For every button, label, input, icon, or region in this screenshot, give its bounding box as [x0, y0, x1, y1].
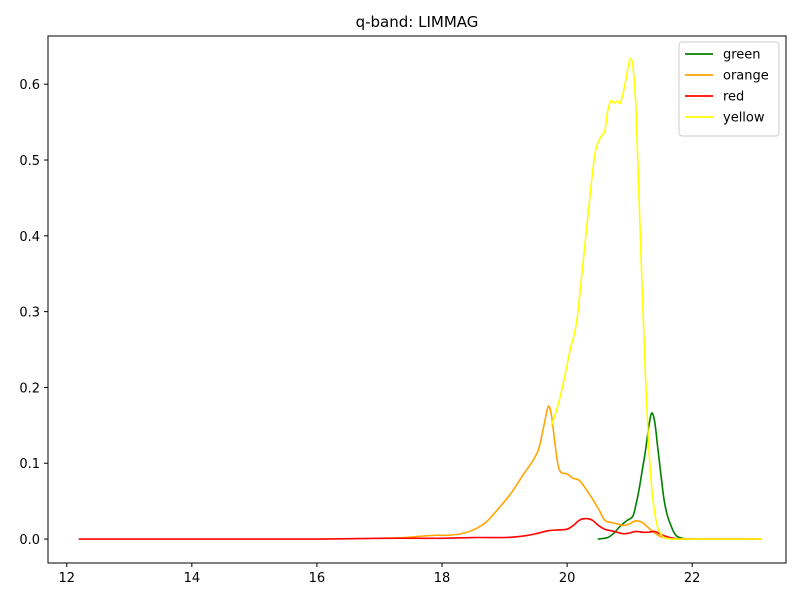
legend-label-red: red	[723, 90, 744, 105]
x-tick-label: 12	[58, 571, 75, 586]
x-tick-label: 22	[684, 571, 701, 586]
y-axis: 0.0 0.1 0.2 0.3 0.4 0.5 0.6	[19, 78, 48, 548]
y-tick-label: 0.2	[19, 381, 40, 396]
x-tick-label: 20	[559, 571, 576, 586]
legend-label-yellow: yellow	[723, 111, 765, 126]
x-axis: 12 14 16 18 20 22	[58, 563, 700, 586]
plot-lines	[78, 57, 762, 540]
chart-title: q-band: LIMMAG	[356, 13, 479, 31]
series-line-green	[597, 412, 693, 540]
series-line-orange	[378, 405, 693, 540]
series-line-yellow	[550, 57, 762, 540]
legend-label-green: green	[723, 48, 761, 63]
x-tick-label: 16	[309, 571, 326, 586]
x-tick-label: 18	[434, 571, 451, 586]
y-tick-label: 0.5	[19, 154, 40, 169]
legend-label-orange: orange	[723, 69, 769, 84]
y-tick-label: 0.3	[19, 306, 40, 321]
legend-box	[678, 41, 780, 137]
x-tick-label: 14	[184, 571, 201, 586]
plot-frame	[47, 35, 787, 564]
y-tick-label: 0.1	[19, 457, 40, 472]
series-line-red	[78, 517, 762, 540]
y-tick-label: 0.0	[19, 533, 40, 548]
y-tick-label: 0.6	[19, 78, 40, 93]
y-tick-label: 0.4	[19, 230, 40, 245]
legend: green orange red yellow	[678, 41, 780, 137]
